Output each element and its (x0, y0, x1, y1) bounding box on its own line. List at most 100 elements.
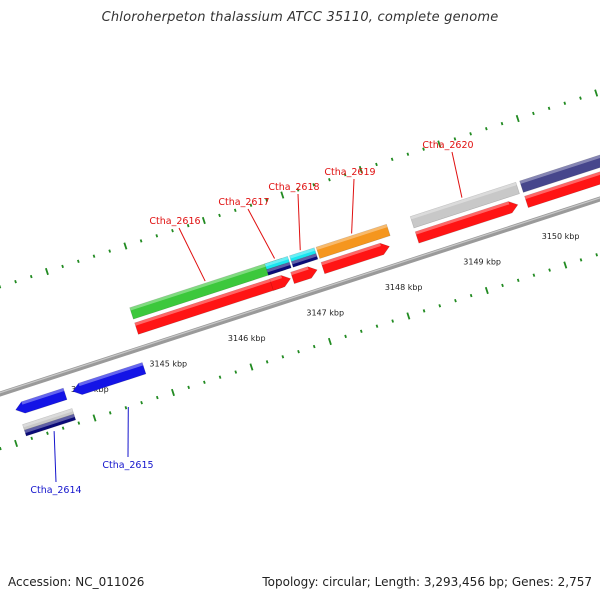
tick-mark-upper (29, 274, 33, 279)
tick-mark-upper (201, 216, 206, 225)
tick-mark-lower (61, 426, 65, 430)
tick-mark-upper (312, 183, 316, 187)
tick-mark-upper (296, 188, 300, 192)
axis-tick-label: 3146 kbp (228, 334, 266, 343)
gene-ctha-2620 (409, 181, 520, 229)
tick-mark-lower (124, 406, 128, 410)
tick-mark-upper (594, 89, 599, 97)
tick-mark-lower (171, 388, 175, 397)
tick-mark-upper (453, 137, 457, 141)
tick-mark-upper (155, 234, 159, 238)
leader-line-ctha_2617 (247, 208, 276, 259)
tick-mark-lower (234, 370, 238, 374)
gene-ctha-2619-highlight (316, 224, 388, 250)
tick-mark-upper (280, 191, 285, 199)
gene-label-ctha_2618: Ctha_2618 (268, 182, 319, 193)
gene-label-ctha_2615: Ctha_2615 (102, 460, 153, 471)
axis-tick-label: 3145 kbp (149, 360, 187, 369)
gene-ctha-2617 (264, 256, 290, 270)
cds-ctha-2621 (524, 171, 600, 209)
genome-summary-text: Topology: circular; Length: 3,293,456 bp… (262, 575, 592, 589)
tick-mark-upper (92, 254, 96, 258)
tick-mark-upper (171, 229, 174, 233)
leader-line-ctha_2620 (451, 151, 463, 198)
tick-mark-upper (123, 242, 128, 250)
cds-ctha-2620 (414, 201, 519, 244)
tick-mark-upper (532, 111, 535, 116)
leader-line-ctha_2614 (53, 431, 57, 483)
tick-mark-upper (406, 152, 410, 156)
tick-mark-upper (358, 165, 363, 174)
tick-mark-lower (108, 411, 112, 415)
axis-tick-label: 3150 kbp (542, 232, 580, 241)
tick-mark-lower (14, 439, 19, 448)
tick-mark-upper (422, 147, 425, 151)
gene-ctha-2620-highlight (410, 182, 517, 220)
gene-ctha-2616 (129, 257, 286, 320)
tick-mark-lower (30, 436, 34, 441)
axis-tick-label: 3149 kbp (463, 258, 501, 267)
tick-mark-lower (0, 446, 2, 451)
gene-ctha-2618-navy-highlight (291, 253, 317, 265)
genome-backbone (0, 196, 600, 397)
gene-ctha-2615-highlight (78, 362, 144, 387)
tick-mark-upper (437, 140, 442, 148)
cds-ctha-2619 (320, 242, 390, 275)
leader-line-ctha_2618 (297, 193, 301, 251)
gene-ctha-2614-highlight (21, 388, 65, 405)
tick-mark-lower (375, 324, 379, 328)
tick-mark-lower (46, 431, 49, 435)
cds-ctha-2616-highlight (134, 275, 281, 326)
tick-mark-upper (139, 239, 143, 243)
tick-mark-lower (218, 375, 222, 379)
tick-mark-lower (563, 261, 568, 269)
tick-mark-upper (547, 106, 551, 111)
tick-mark-upper (45, 267, 49, 276)
leader-line-ctha_2616 (178, 227, 206, 282)
tick-mark-upper (14, 279, 17, 284)
gene-ctha-2618-highlight (289, 247, 316, 259)
tick-mark-lower (579, 258, 583, 262)
tick-mark-lower (484, 286, 489, 295)
tick-mark-lower (422, 309, 426, 313)
cds-ctha-2618 (290, 266, 318, 285)
tick-mark-upper (328, 178, 331, 182)
tick-mark-lower (265, 360, 269, 364)
tick-mark-upper (469, 132, 472, 136)
genome-backbone-highlight (0, 197, 600, 394)
tick-mark-lower (501, 283, 504, 288)
tick-mark-upper (343, 172, 347, 177)
genome-title: Chloroherpeton thalassium ATCC 35110, co… (101, 10, 499, 25)
tick-mark-upper (515, 114, 520, 123)
gene-ctha-2617-highlight (264, 256, 289, 267)
gene-ctha-2614-navy-highlight (24, 414, 75, 434)
tick-mark-lower (548, 268, 551, 272)
tick-mark-upper (233, 208, 237, 213)
tick-mark-lower (249, 363, 254, 371)
tick-mark-lower (532, 273, 536, 277)
tick-mark-lower (359, 329, 363, 333)
tick-mark-lower (203, 380, 206, 384)
tick-mark-lower (187, 385, 191, 390)
tick-mark-lower (77, 421, 81, 425)
tick-mark-lower (327, 337, 332, 346)
axis-tick-label: 3147 kbp (306, 309, 344, 318)
tick-mark-lower (454, 298, 457, 303)
tick-mark-lower (312, 344, 316, 349)
tick-mark-lower (297, 349, 300, 354)
tick-mark-upper (563, 101, 567, 105)
tick-mark-upper (390, 157, 394, 162)
tick-mark-upper (579, 96, 582, 100)
tick-mark-upper (249, 203, 253, 207)
tick-mark-lower (92, 414, 97, 422)
axis-tick-label: 3148 kbp (385, 283, 423, 292)
gene-ctha-2615 (72, 362, 147, 395)
gene-ctha-2614 (15, 387, 68, 414)
gene-ctha-2617-navy-highlight (266, 262, 291, 273)
cds-ctha-2619-highlight (321, 243, 381, 266)
gene-label-ctha_2617: Ctha_2617 (218, 197, 269, 208)
gene-label-ctha_2616: Ctha_2616 (149, 216, 200, 227)
gene-label-ctha_2619: Ctha_2619 (324, 167, 375, 178)
cds-ctha-2620-highlight (415, 201, 510, 235)
